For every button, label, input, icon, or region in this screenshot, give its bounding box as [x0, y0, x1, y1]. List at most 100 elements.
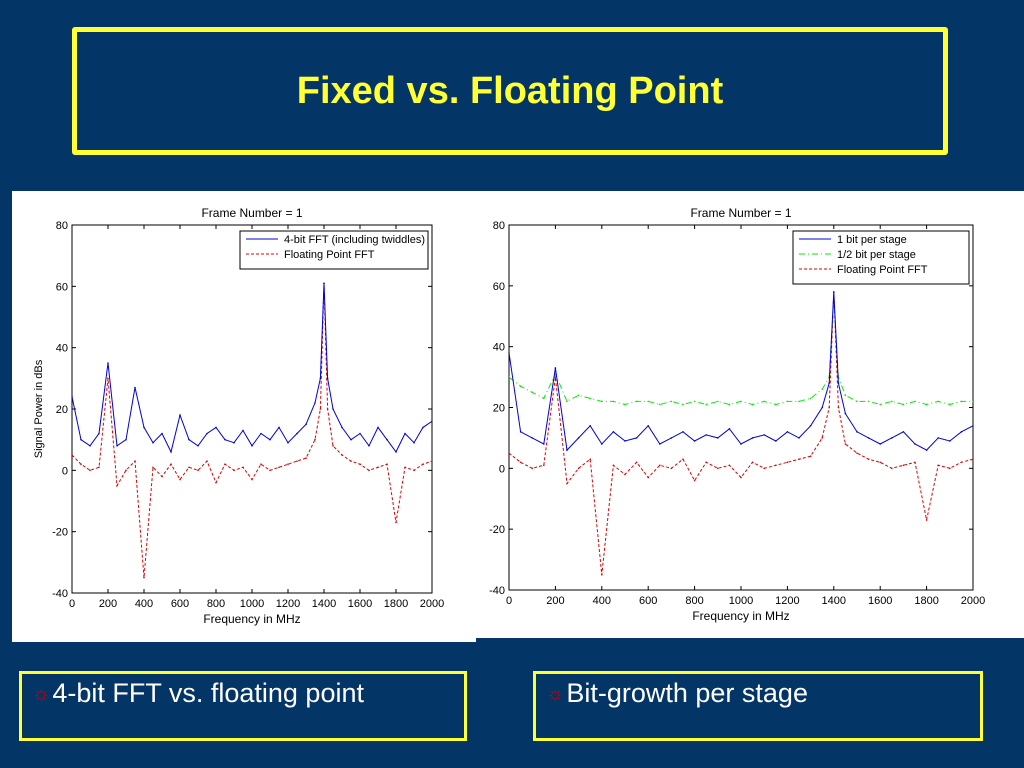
- data-point: [902, 464, 905, 467]
- data-point: [601, 400, 603, 403]
- data-point: [350, 438, 352, 441]
- data-point: [879, 461, 881, 464]
- legend-box: [792, 230, 970, 285]
- data-point: [170, 463, 172, 466]
- data-point: [612, 431, 615, 433]
- data-point: [80, 438, 82, 441]
- y-tick-label: 80: [493, 220, 505, 232]
- data-point: [72, 454, 73, 456]
- data-point: [197, 469, 199, 472]
- data-point: [314, 438, 316, 441]
- x-tick-label: 1400: [822, 595, 846, 607]
- x-tick-label: 1800: [914, 595, 938, 607]
- series-line: [72, 283, 432, 578]
- data-point: [763, 400, 765, 403]
- data-point: [305, 457, 307, 459]
- data-point: [188, 438, 190, 441]
- data-point: [206, 432, 208, 435]
- x-tick-label: 600: [639, 595, 657, 607]
- data-point: [949, 440, 951, 442]
- data-point: [519, 385, 522, 388]
- data-point: [833, 291, 835, 293]
- data-point: [635, 400, 638, 403]
- data-point: [798, 400, 800, 403]
- data-point: [837, 406, 840, 409]
- data-point: [251, 478, 253, 481]
- data-point: [422, 463, 424, 466]
- data-point: [740, 443, 742, 445]
- chart-right-svg: 0 200 400 600 800 1000 1200 1400 1600 1800 2000-40…: [489, 206, 985, 623]
- x-tick-label: 200: [99, 598, 117, 610]
- x-tick-label: 1800: [384, 598, 408, 610]
- data-point: [179, 478, 181, 481]
- data-point: [577, 394, 580, 397]
- data-point: [242, 429, 244, 432]
- x-axis-label: Frequency in MHz: [203, 612, 300, 626]
- caption-right-text: Bit-growth per stage: [566, 678, 808, 708]
- series-line: [509, 291, 973, 452]
- data-point: [431, 420, 432, 423]
- x-tick-label: 600: [171, 598, 189, 610]
- data-point: [368, 469, 370, 472]
- data-point: [107, 362, 109, 364]
- data-point: [98, 432, 100, 435]
- data-point: [960, 400, 963, 403]
- series-group: [72, 282, 432, 579]
- data-point: [693, 400, 696, 403]
- data-point: [937, 437, 939, 439]
- data-point: [867, 400, 870, 403]
- y-tick-label: 0: [62, 465, 68, 477]
- data-point: [509, 376, 510, 378]
- data-point: [972, 424, 973, 427]
- gear-bullet-icon: ☼: [546, 683, 565, 705]
- data-point: [359, 463, 361, 466]
- legend-label: 1/2 bit per stage: [837, 249, 916, 261]
- data-point: [519, 431, 522, 433]
- data-point: [856, 452, 858, 454]
- data-point: [647, 400, 649, 403]
- x-tick-label: 2000: [961, 595, 985, 607]
- data-point: [949, 467, 951, 470]
- data-point: [395, 521, 397, 524]
- legend-label: 1 bit per stage: [837, 234, 907, 246]
- data-point: [867, 437, 870, 439]
- x-tick-label: 800: [207, 598, 225, 610]
- data-point: [413, 441, 415, 444]
- chart-left-svg: 0 200 400 600 800 1000 1200 1400 1600 1800 2000-40…: [33, 206, 444, 626]
- data-point: [809, 455, 812, 457]
- data-point: [188, 466, 190, 469]
- data-point: [740, 400, 742, 403]
- data-point: [215, 426, 217, 429]
- data-point: [431, 460, 432, 462]
- data-point: [937, 400, 939, 403]
- data-point: [179, 414, 181, 416]
- data-point: [612, 400, 615, 403]
- data-point: [98, 466, 100, 469]
- data-point: [332, 445, 334, 447]
- data-point: [925, 519, 928, 521]
- data-point: [152, 441, 154, 444]
- y-tick-label: 40: [56, 343, 68, 355]
- data-point: [786, 400, 789, 403]
- chart-panel-left: 0 200 400 600 800 1000 1200 1400 1600 1800 2000 -40…: [12, 191, 476, 642]
- data-point: [856, 431, 858, 433]
- data-point: [693, 479, 696, 482]
- legend-label: Floating Point FFT: [284, 249, 375, 261]
- data-point: [798, 458, 800, 461]
- x-tick-label: 800: [685, 595, 703, 607]
- data-point: [728, 464, 731, 467]
- data-point: [821, 388, 823, 391]
- data-point: [278, 466, 280, 469]
- data-point: [161, 432, 163, 435]
- y-tick-label: 20: [56, 404, 68, 416]
- data-point: [786, 461, 789, 464]
- data-point: [612, 464, 615, 467]
- data-point: [589, 458, 591, 461]
- data-point: [914, 443, 916, 445]
- data-point: [233, 441, 235, 444]
- x-tick-label: 400: [593, 595, 611, 607]
- data-point: [287, 441, 289, 444]
- legend-label: Floating Point FFT: [837, 264, 928, 276]
- data-point: [659, 443, 661, 445]
- data-point: [647, 424, 649, 427]
